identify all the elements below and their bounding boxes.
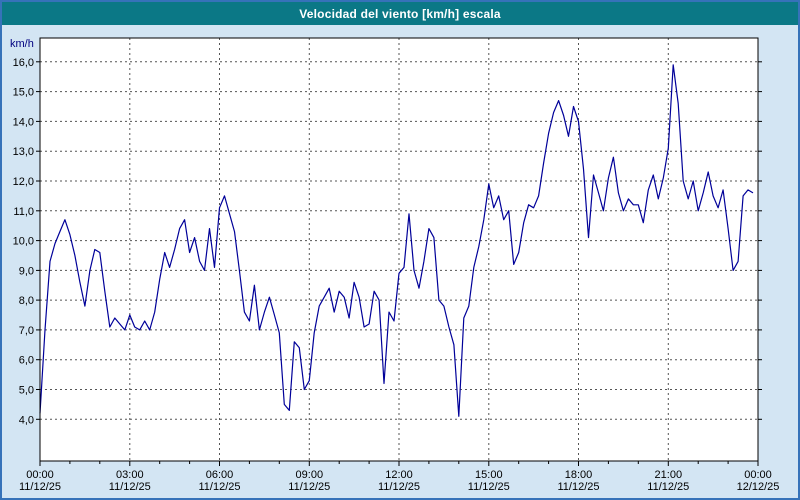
y-tick-label: 15,0	[13, 87, 34, 99]
y-tick-label: 7,0	[19, 325, 34, 337]
x-tick-time-label: 21:00	[655, 469, 683, 481]
x-tick-time-label: 18:00	[565, 469, 593, 481]
series-line	[39, 64, 754, 417]
x-tick-time-label: 03:00	[116, 469, 144, 481]
wind-speed-chart: 4,0 5,0 6,0 7,0 8,0 9,0 10,0 11,0 12,0 13,0 14,0 15…	[2, 25, 798, 498]
x-tick-time-label: 00:00	[26, 469, 54, 481]
y-tick-label: 6,0	[19, 355, 34, 367]
x-tick-date-label: 11/12/25	[557, 481, 599, 493]
y-tick-label: 5,0	[19, 385, 34, 397]
x-tick-date-label: 11/12/25	[288, 481, 330, 493]
y-tick-label: 16,0	[13, 57, 34, 69]
y-tick-label: 11,0	[13, 206, 34, 218]
y-tick-label: 12,0	[13, 176, 34, 188]
y-tick-label: 13,0	[13, 146, 34, 158]
y-axis-unit-label: km/h	[10, 38, 34, 50]
y-tick-label: 10,0	[13, 236, 34, 248]
y-tick-label: 14,0	[13, 116, 34, 128]
y-tick-label: 9,0	[19, 265, 34, 277]
x-tick-time-label: 06:00	[206, 469, 234, 481]
chart-title-bar: Velocidad del viento [km/h] escala	[2, 2, 798, 25]
x-tick-date-label: 11/12/25	[468, 481, 510, 493]
y-tick-label: 4,0	[19, 414, 34, 426]
x-tick-date-label: 11/12/25	[109, 481, 151, 493]
x-tick-date-label: 11/12/25	[378, 481, 420, 493]
x-tick-date-label: 11/12/25	[198, 481, 240, 493]
x-tick-date-label: 11/12/25	[19, 481, 61, 493]
y-axis: 4,0 5,0 6,0 7,0 8,0 9,0 10,0 11,0 12,0 13,0 14,0 15…	[13, 57, 762, 426]
wind-speed-chart-svg: 4,0 5,0 6,0 7,0 8,0 9,0 10,0 11,0 12,0 13,0 14,0 15…	[10, 37, 779, 493]
x-tick-time-label: 09:00	[296, 469, 324, 481]
x-tick-time-label: 00:00	[744, 469, 772, 481]
chart-title: Velocidad del viento [km/h] escala	[299, 6, 501, 21]
x-tick-date-label: 12/12/25	[737, 481, 780, 493]
x-tick-time-label: 15:00	[475, 469, 503, 481]
x-tick-time-label: 12:00	[385, 469, 413, 481]
x-axis: 00:0011/12/2503:0011/12/2506:0011/12/250…	[19, 461, 779, 493]
y-tick-label: 8,0	[19, 295, 34, 307]
x-tick-date-label: 11/12/25	[647, 481, 689, 493]
grid	[40, 38, 758, 461]
